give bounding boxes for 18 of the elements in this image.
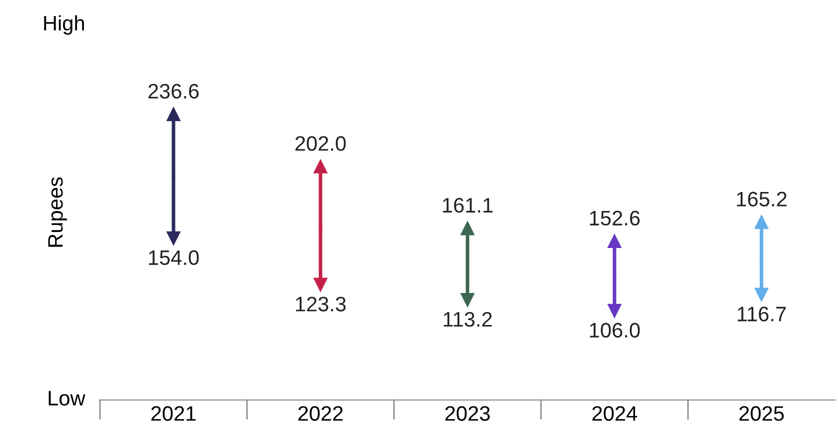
data-label: 123.3 — [296, 296, 346, 312]
data-label: 236.6 — [148, 84, 199, 99]
x-tick-label: 2024 — [592, 406, 638, 421]
data-label: 152.6 — [590, 210, 640, 226]
text: Low — [48, 391, 86, 406]
data-label: 116.7 — [738, 306, 786, 322]
x-tick-label: 2022 — [298, 406, 343, 421]
text: High — [44, 15, 84, 35]
data-label: 113.2 — [444, 312, 492, 327]
data-label: 154.0 — [149, 250, 199, 266]
data-label: 165.2 — [737, 192, 787, 206]
y-axis-title: Rupees — [48, 177, 67, 247]
x-tick-label: 2025 — [739, 406, 784, 421]
data-label: 106.0 — [590, 322, 640, 338]
data-label: 202.0 — [295, 136, 346, 151]
x-tick-label: 2021 — [151, 406, 196, 421]
x-tick-label: 2023 — [445, 406, 490, 421]
data-label: 161.1 — [443, 198, 493, 213]
